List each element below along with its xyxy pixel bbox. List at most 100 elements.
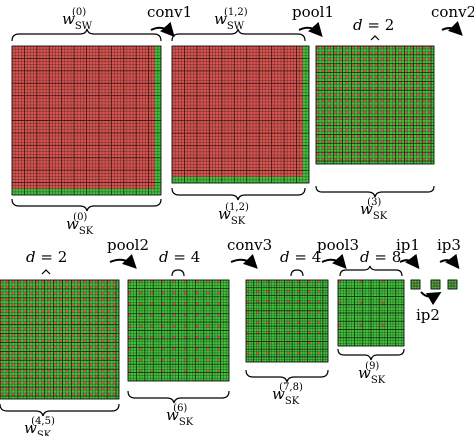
grid-red-cell xyxy=(316,158,319,162)
grid-red-cell xyxy=(47,393,51,397)
grid-red-cell xyxy=(333,51,337,55)
grid-red-cell xyxy=(369,81,373,85)
grid-red-cell xyxy=(398,87,402,91)
grid-red-cell xyxy=(139,291,143,295)
grid-red-cell xyxy=(410,140,414,144)
grid-red-cell xyxy=(386,116,390,120)
grid-red-cell xyxy=(29,381,33,385)
grid-red-cell xyxy=(375,122,378,126)
grid-red-cell xyxy=(375,57,378,61)
grid-red-cell xyxy=(345,128,349,132)
grid-border xyxy=(0,279,120,400)
grid-red-cell xyxy=(297,341,300,345)
grid-red-cell xyxy=(184,313,187,317)
brace-bottom-sk9 xyxy=(337,348,405,361)
brace-bottom-sk45 xyxy=(0,403,120,417)
grid-red-cell xyxy=(161,336,165,339)
grid-red-cell xyxy=(217,302,221,306)
grid-red-cell xyxy=(345,46,349,49)
grid-red-cell xyxy=(217,313,221,317)
grid-red-cell xyxy=(101,339,105,343)
grid-red-cell xyxy=(53,309,57,313)
grid-red-cell xyxy=(392,110,396,114)
grid-red-cell xyxy=(266,351,270,355)
grid-red-cell xyxy=(184,358,187,362)
grid-red-cell xyxy=(375,146,378,150)
grid-red-cell xyxy=(41,363,45,367)
grid-red-cell xyxy=(357,57,361,61)
grid-red-cell xyxy=(369,75,373,79)
grid-red-cell xyxy=(363,134,367,138)
grid-red-cell xyxy=(327,87,331,91)
grid-red-cell xyxy=(128,369,131,373)
arrow-pool3 xyxy=(321,253,347,269)
grid-red-cell xyxy=(71,321,75,325)
grid-red-cell xyxy=(256,310,259,314)
grid-red-cell xyxy=(150,336,154,339)
grid-red-cell xyxy=(416,57,420,61)
grid-red-cell xyxy=(316,134,319,138)
grid-red-cell xyxy=(47,327,51,331)
grid-red-cell xyxy=(321,105,325,108)
grid-red-cell xyxy=(404,122,408,126)
grid-red-cell xyxy=(172,313,176,317)
grid-red-cell xyxy=(47,280,51,283)
grid-red-cell xyxy=(83,321,87,325)
grid-red-cell xyxy=(351,158,355,162)
brace-bottom-sw0 xyxy=(11,198,162,212)
grid-red-cell xyxy=(47,297,51,301)
grid-red-cell xyxy=(375,152,378,156)
grid-red-cell xyxy=(77,333,81,337)
brace-bottom-sk3 xyxy=(315,185,435,198)
grid-red-cell xyxy=(89,357,93,361)
grid-red-cell xyxy=(345,116,349,120)
grid-red-cell xyxy=(363,75,367,79)
grid-red-cell xyxy=(107,315,111,319)
grid-red-cell xyxy=(327,152,331,156)
grid-red-cell xyxy=(276,331,280,334)
grid-red-cell xyxy=(380,81,384,85)
grid-red-cell xyxy=(297,351,300,355)
grid-red-cell xyxy=(266,290,270,293)
grid-red-cell xyxy=(316,63,319,67)
grid-red-cell xyxy=(17,303,21,307)
grid-red-cell xyxy=(172,291,176,295)
grid-red-cell xyxy=(266,331,270,334)
grid-red-cell xyxy=(23,285,27,289)
grid-red-cell xyxy=(316,93,319,97)
grid-red-cell xyxy=(357,134,361,138)
grid-red-cell xyxy=(71,285,75,289)
grid-red-cell xyxy=(375,105,378,108)
grid-red-cell xyxy=(386,128,390,132)
grid-red-cell xyxy=(11,339,15,343)
grid-red-cell xyxy=(29,280,33,283)
cap-sk78 xyxy=(290,269,304,277)
grid-red-cell xyxy=(357,87,361,91)
grid-red-cell xyxy=(128,280,131,283)
grid-red-cell xyxy=(17,381,21,385)
grid-red-cell xyxy=(95,315,99,319)
grid-red-cell xyxy=(375,128,378,132)
grid-red-cell xyxy=(410,146,414,150)
grid-red-cell xyxy=(150,347,154,351)
grid-red-cell xyxy=(333,128,337,132)
grid-red-cell xyxy=(206,291,210,295)
grid-red-cell xyxy=(47,315,51,319)
grid-red-cell xyxy=(307,321,311,324)
grid-red-cell xyxy=(380,105,384,108)
grid-red-cell xyxy=(53,393,57,397)
grid-red-cell xyxy=(351,75,355,79)
grid-red-cell xyxy=(428,57,432,61)
grid-red-cell xyxy=(307,310,311,314)
grid-red-cell xyxy=(107,333,111,337)
grid-red-cell xyxy=(5,381,9,385)
grid-red-cell xyxy=(428,140,432,144)
grid-red-cell xyxy=(386,105,390,108)
grid-red-cell xyxy=(345,69,349,73)
grid-red-cell xyxy=(41,333,45,337)
grid-red-cell xyxy=(89,327,93,331)
grid-red-cell xyxy=(184,324,187,328)
grid-red-cell xyxy=(404,158,408,162)
grid-red-cell xyxy=(317,290,321,293)
